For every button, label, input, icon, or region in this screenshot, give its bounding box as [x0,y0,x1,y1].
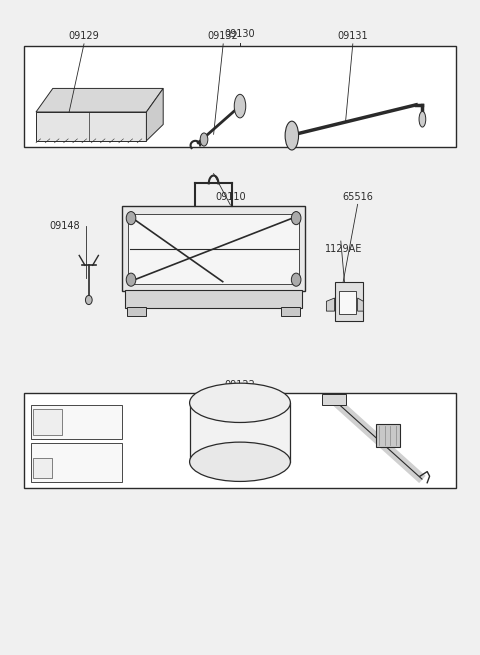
Bar [33,409,62,435]
Bar [281,307,300,316]
Bar [339,291,356,314]
Ellipse shape [126,273,136,286]
Ellipse shape [190,442,290,481]
Bar [31,443,122,482]
Ellipse shape [285,121,299,150]
Ellipse shape [190,383,290,422]
Bar [322,394,346,405]
Bar [122,206,305,291]
Bar [125,290,302,308]
Text: 65516: 65516 [342,191,373,202]
Text: 09122: 09122 [225,380,255,390]
Polygon shape [190,403,290,462]
Text: 09130: 09130 [225,29,255,39]
Polygon shape [36,88,163,112]
Ellipse shape [419,111,426,127]
Polygon shape [36,112,146,141]
Ellipse shape [291,273,301,286]
Text: 09129: 09129 [69,31,99,41]
Bar [127,307,146,316]
Ellipse shape [291,212,301,225]
Bar [375,424,399,447]
Bar [24,46,456,147]
Text: 09131: 09131 [337,31,368,41]
Ellipse shape [126,212,136,225]
Text: 09132: 09132 [208,31,239,41]
Bar [31,405,122,439]
Ellipse shape [234,94,246,118]
Text: 09110: 09110 [215,191,246,202]
Bar [128,214,299,284]
Text: 1129AE: 1129AE [324,244,362,254]
Ellipse shape [200,133,208,146]
Ellipse shape [85,295,92,305]
Bar [33,458,52,478]
Bar [335,282,363,321]
Bar [24,393,456,488]
Text: 09148: 09148 [49,221,80,231]
Polygon shape [326,298,335,311]
Polygon shape [146,88,163,141]
Polygon shape [358,298,363,311]
